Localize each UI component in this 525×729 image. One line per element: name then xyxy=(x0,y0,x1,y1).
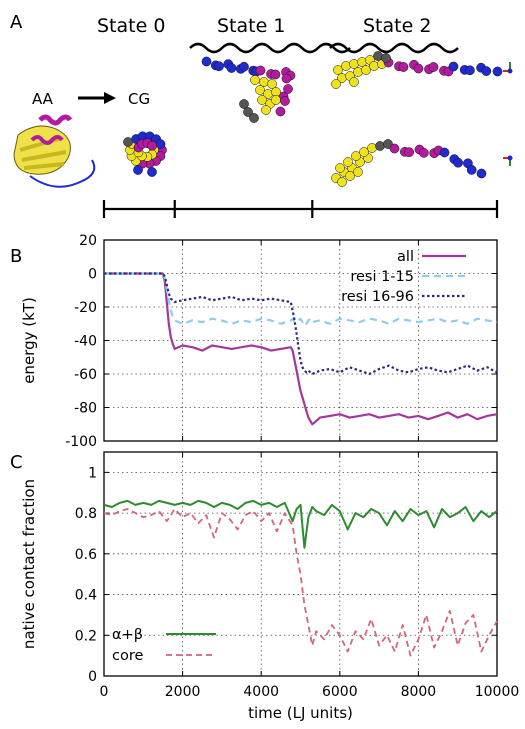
y-tick-label: 0.2 xyxy=(75,628,97,644)
state1-label: State 1 xyxy=(217,15,285,37)
bead xyxy=(261,105,270,114)
y-tick-label: 1 xyxy=(88,465,97,481)
bead xyxy=(335,163,344,172)
conversion-arrow xyxy=(78,92,116,104)
y-tick-label: 20 xyxy=(79,233,97,249)
resi-16-96-series-line xyxy=(104,274,497,375)
state2-label: State 2 xyxy=(363,15,431,37)
legend-label: all xyxy=(397,249,414,265)
x-tick-label: 4000 xyxy=(243,684,279,700)
bead xyxy=(331,79,340,88)
y-tick-label: 0 xyxy=(88,669,97,685)
x-axis-label: time (LJ units) xyxy=(248,704,353,722)
y-tick-label: -20 xyxy=(74,300,97,316)
bead xyxy=(276,107,285,116)
state2-bead-chain-top xyxy=(331,51,502,88)
state1-bead-chain xyxy=(202,57,295,123)
bead xyxy=(341,61,350,70)
aa-protein-cartoon xyxy=(14,117,94,187)
bead xyxy=(449,62,458,71)
panel-b-label: B xyxy=(10,246,22,267)
bead xyxy=(282,74,291,83)
x-tick-label: 6000 xyxy=(322,684,358,700)
bead xyxy=(202,57,211,66)
legend-label: core xyxy=(112,648,143,664)
bead xyxy=(375,141,384,150)
bead xyxy=(349,77,358,86)
bead xyxy=(414,64,423,73)
bead xyxy=(123,137,132,146)
bead xyxy=(482,67,491,76)
wavy-line-state1 xyxy=(190,44,350,52)
cg-bead-cluster xyxy=(123,132,166,177)
bead xyxy=(271,95,280,104)
y-tick-label: -100 xyxy=(65,434,97,450)
bead xyxy=(477,169,486,178)
bead xyxy=(337,177,346,186)
bead xyxy=(493,67,502,76)
cg-label: CG xyxy=(128,90,150,108)
energy-chart: -100 -80 -60 -40 -20 0 20 energy (kT) all resi 1-… xyxy=(20,233,497,450)
bead xyxy=(467,165,476,174)
legend-label: resi 16-96 xyxy=(341,289,414,305)
bead xyxy=(373,51,382,60)
state2-bead-chain-bottom xyxy=(331,139,486,186)
axes-triad-top-icon xyxy=(503,62,513,74)
bead xyxy=(214,62,223,71)
legend-label: resi 1-15 xyxy=(350,269,414,285)
resi-1-15-series-line xyxy=(104,274,497,324)
bead xyxy=(280,96,289,105)
bead xyxy=(249,113,258,122)
x-tick-label: 0 xyxy=(100,684,109,700)
bead xyxy=(256,66,265,75)
panel-c-label: C xyxy=(10,452,23,473)
bead xyxy=(353,67,362,76)
panel-a-label: A xyxy=(10,12,23,33)
bead xyxy=(465,66,474,75)
bead xyxy=(429,62,438,71)
y-tick-label: 0.8 xyxy=(75,506,97,522)
aa-label: AA xyxy=(32,90,54,108)
alpha-beta-series-line xyxy=(104,501,497,548)
y-axis-label: native contact fraction xyxy=(20,479,38,649)
x-tick-label: 2000 xyxy=(165,684,201,700)
bead xyxy=(454,158,463,167)
y-tick-label: -40 xyxy=(74,334,97,350)
bead xyxy=(250,75,259,84)
bead xyxy=(133,165,142,174)
bead xyxy=(148,141,157,150)
core-series-line xyxy=(104,509,497,656)
bead xyxy=(239,62,248,71)
bead xyxy=(390,144,399,153)
bead xyxy=(440,148,449,157)
state-timeline xyxy=(104,200,497,218)
legend-label: α+β xyxy=(112,627,143,643)
state0-label: State 0 xyxy=(97,15,165,37)
y-tick-label: 0 xyxy=(88,267,97,283)
y-tick-label: -60 xyxy=(74,367,97,383)
y-tick-label: 0.4 xyxy=(75,588,97,604)
bead xyxy=(227,63,236,72)
bead xyxy=(399,62,408,71)
x-tick-label: 10000 xyxy=(475,684,520,700)
bead xyxy=(369,61,378,70)
bead xyxy=(405,148,414,157)
x-tick-label: 8000 xyxy=(401,684,437,700)
bead xyxy=(353,167,362,176)
bead xyxy=(419,148,428,157)
y-tick-label: 0.6 xyxy=(75,547,97,563)
bead xyxy=(343,157,352,166)
axes-triad-bottom-icon xyxy=(503,156,513,167)
bead xyxy=(271,70,280,79)
bead xyxy=(367,143,376,152)
contact-fraction-chart: 0 0.2 0.4 0.6 0.8 1 0 2000 4000 6000 8000 10000 nati… xyxy=(20,452,519,722)
plot-frame xyxy=(104,452,497,676)
bead xyxy=(381,53,390,62)
y-axis-label: energy (kT) xyxy=(20,297,38,384)
bead xyxy=(147,167,156,176)
y-tick-label: -80 xyxy=(74,401,97,417)
